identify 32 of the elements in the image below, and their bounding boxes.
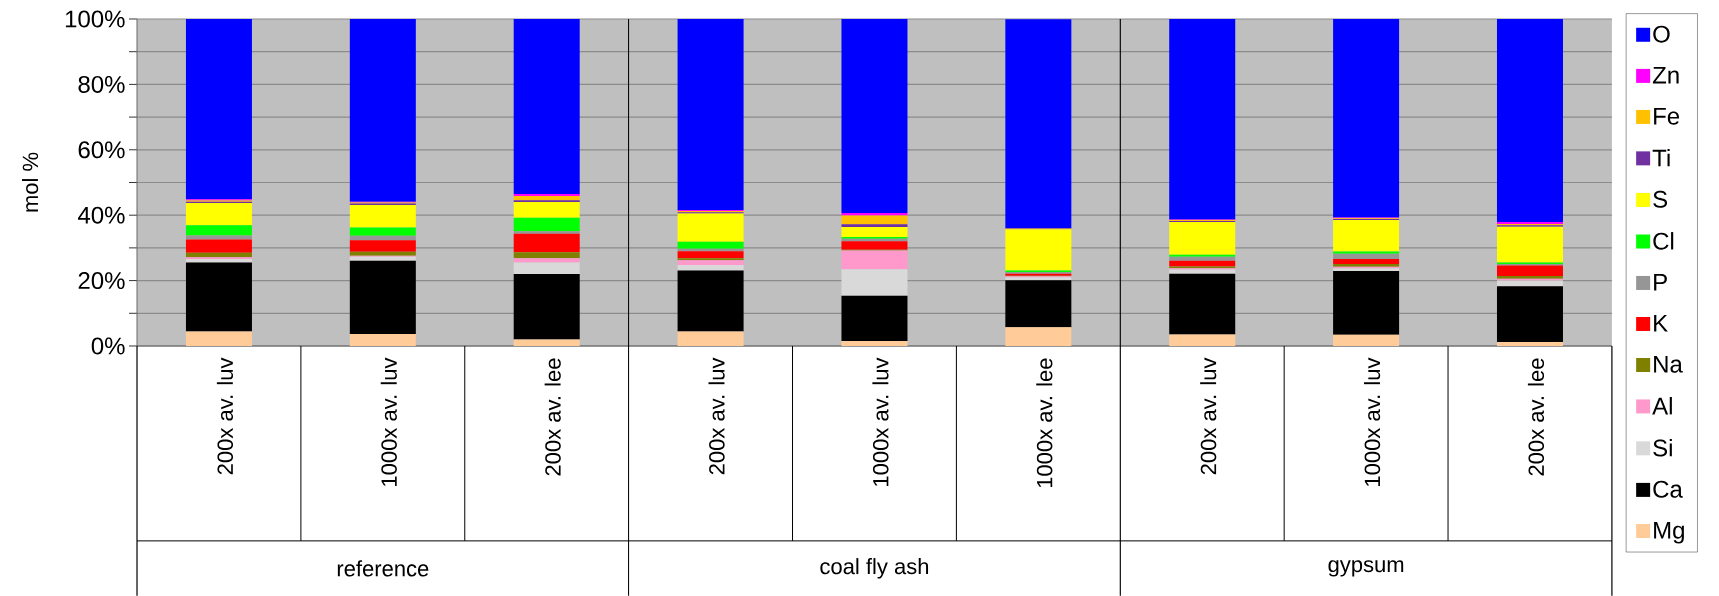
legend-label: Ca — [1653, 480, 1683, 498]
x-tick-label: 200x av. luv — [1200, 357, 1217, 475]
y-tick-label: 100% — [65, 10, 125, 28]
x-tick-label: 1000x av. luv — [380, 357, 397, 486]
y-tick-label: 80% — [78, 75, 125, 93]
legend-label: Mg — [1654, 522, 1684, 544]
text: gypsum — [1328, 560, 1404, 577]
legend-label: Zn — [1652, 66, 1679, 84]
text: reference — [337, 560, 429, 577]
x-tick-label: 1000x av. lee — [1036, 358, 1053, 488]
legend-label: Si — [1653, 438, 1672, 457]
x-tick-label: 1000x av. luv — [1364, 357, 1381, 486]
legend-label: K — [1654, 314, 1668, 332]
text: coal fly ash — [820, 558, 929, 579]
y-axis-title: mol % — [22, 152, 39, 212]
y-tick-label: 40% — [78, 206, 125, 224]
legend-label: Cl — [1653, 232, 1674, 250]
legend-label: Al — [1652, 396, 1672, 415]
x-tick-label: 200x av. lee — [544, 358, 561, 476]
x-tick-label: 200x av. luv — [216, 357, 234, 475]
x-tick-label: 1000x av. luv — [872, 357, 889, 486]
x-tick-label: 200x av. luv — [708, 357, 725, 475]
y-tick-label: 20% — [78, 272, 125, 290]
legend-label: Fe — [1654, 107, 1680, 125]
y-tick-label: 60% — [78, 141, 125, 159]
legend-label: S — [1653, 190, 1668, 208]
x-tick-label: 200x av. lee — [1527, 358, 1545, 476]
legend-label: Ti — [1652, 148, 1670, 167]
y-tick-label: 0% — [91, 337, 125, 355]
legend-label: Na — [1654, 355, 1683, 373]
legend-label: P — [1654, 273, 1667, 291]
legend-label: O — [1653, 25, 1670, 43]
